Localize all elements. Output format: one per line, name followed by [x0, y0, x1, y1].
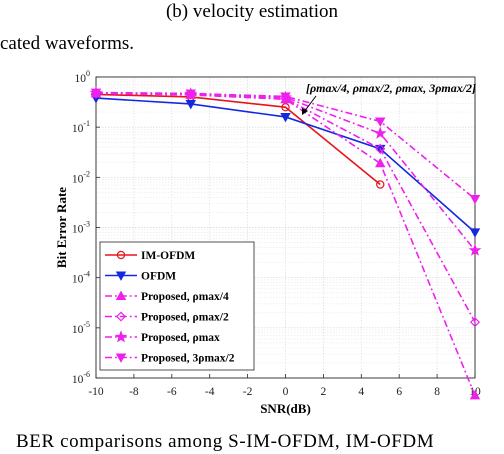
legend-entry-label: Proposed, 3ρmax/2 [141, 353, 235, 365]
y-tick-label: 10-6 [72, 370, 90, 386]
x-tick-label: -6 [167, 386, 177, 398]
x-tick-label: 0 [283, 386, 289, 398]
y-tick-label: 10-4 [72, 270, 90, 286]
x-tick-label: -2 [243, 386, 253, 398]
y-tick-label: 10-1 [72, 119, 90, 135]
data-point-circle [377, 181, 384, 188]
x-tick-label: -8 [129, 386, 139, 398]
legend-entry-label: IM-OFDM [141, 250, 195, 262]
y-axis-label: Bit Error Rate [54, 187, 69, 268]
x-tick-label: -4 [205, 386, 215, 398]
x-axis-label: SNR(dB) [260, 401, 311, 416]
y-tick-label: 10-2 [72, 169, 90, 185]
annotation-arrow [304, 96, 316, 112]
data-point-star [470, 245, 480, 254]
x-tick-label: -10 [88, 386, 104, 398]
x-tick-label: 4 [358, 386, 364, 398]
legend-entry-label: OFDM [141, 271, 176, 283]
data-point-star [375, 128, 385, 137]
legend-entry-label: Proposed, ρmax/2 [141, 312, 229, 324]
x-tick-label: 8 [434, 386, 440, 398]
x-tick-label: 2 [321, 386, 327, 398]
data-point-triangle-down [471, 196, 479, 204]
caption-text-line: BER comparisons among S-IM-OFDM, IM-OFDM [16, 430, 434, 454]
y-tick-label: 100 [75, 69, 91, 85]
y-tick-label: 10-5 [72, 320, 90, 336]
legend-entry-label: Proposed, ρmax [141, 332, 220, 344]
data-point-triangle-up [376, 159, 384, 167]
series-line-0 [96, 94, 380, 184]
y-tick-label: 10-3 [72, 220, 90, 236]
annotation-label: [ρmax/4, ρmax/2, ρmax, 3ρmax/2] [306, 81, 476, 95]
x-tick-label: 6 [396, 386, 402, 398]
legend-entry-label: Proposed, ρmax/4 [141, 291, 229, 303]
